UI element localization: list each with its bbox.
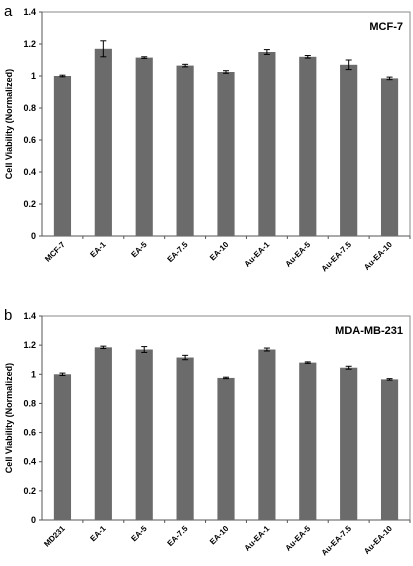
panel-letter: b [4,307,12,324]
x-tick-label: Au-EA-5 [284,240,313,269]
x-tick-label: Au-EA-10 [362,524,394,556]
y-tick-label: 1.4 [23,311,36,321]
x-tick-label: EA-10 [208,524,231,547]
bar-Au-EA-7.5 [340,64,358,236]
y-tick-label: 0 [31,231,36,241]
x-tick-label: Au-EA-7.5 [320,524,354,558]
bar-EA-5 [135,57,153,236]
bar-Au-EA-5 [299,56,317,236]
bar-Au-EA-1 [258,349,276,520]
chart-title: MCF-7 [369,21,403,33]
x-tick-label: Au-EA-1 [243,240,272,269]
bar-Au-EA-10 [380,379,399,520]
x-tick-label: MD231 [42,524,67,549]
y-tick-label: 1.4 [23,7,36,17]
x-tick-label: Au-EA-1 [243,524,272,553]
bar-EA-5 [135,349,153,520]
y-axis-label: Cell Viability (Normalized) [4,69,14,179]
chart-panel-b: b MDA-MB-231 Cell Viability (Normalized) 0 0… [4,307,411,558]
y-tick-label: 0.4 [23,167,36,177]
bar-EA-7.5 [176,65,194,236]
bar-Au-EA-10 [380,78,399,237]
bar-Au-EA-5 [299,362,317,520]
x-tick-label: EA-1 [88,240,108,260]
x-tick-label: Au-EA-5 [284,524,313,553]
bar-EA-1 [94,347,112,520]
x-tick-label: EA-7.5 [166,524,190,548]
x-tick-label: EA-5 [129,524,149,544]
bar-Au-EA-1 [258,52,276,236]
panel-letter: a [4,3,13,20]
y-tick-label: 0.2 [23,199,36,209]
x-tick-label: EA-7.5 [166,240,190,264]
y-tick-label: 0.8 [23,398,36,408]
y-tick-label: 0.8 [23,103,36,113]
bar-EA-10 [217,72,235,236]
x-tick-label: EA-10 [208,240,231,263]
x-tick-label: EA-1 [88,524,108,544]
y-tick-label: 1 [31,369,36,379]
chart-title: MDA-MB-231 [335,325,403,337]
y-tick-label: 0.6 [23,135,36,145]
x-tick-label: MCF-7 [43,240,67,264]
y-axis-label: Cell Viability (Normalized) [4,363,14,473]
x-tick-label: EA-5 [129,240,149,260]
bar-MCF-7 [53,76,72,236]
x-tick-label: Au-EA-10 [362,240,394,272]
y-tick-label: 0.2 [23,486,36,496]
y-tick-label: 1.2 [23,39,36,49]
bar-EA-10 [217,377,235,520]
chart-panel-a: a MCF-7 Cell Viability (Normalized) 0 0.2 0.4… [4,3,411,274]
bar-MD231 [53,374,72,520]
y-tick-label: 1 [31,71,36,81]
bar-EA-1 [94,48,112,236]
y-tick-label: 0.4 [23,457,36,467]
bar-EA-7.5 [176,357,194,520]
bar-Au-EA-7.5 [340,367,358,520]
y-tick-label: 0 [31,515,36,525]
x-tick-label: Au-EA-7.5 [320,240,354,274]
y-tick-label: 0.6 [23,428,36,438]
y-tick-label: 1.2 [23,340,36,350]
